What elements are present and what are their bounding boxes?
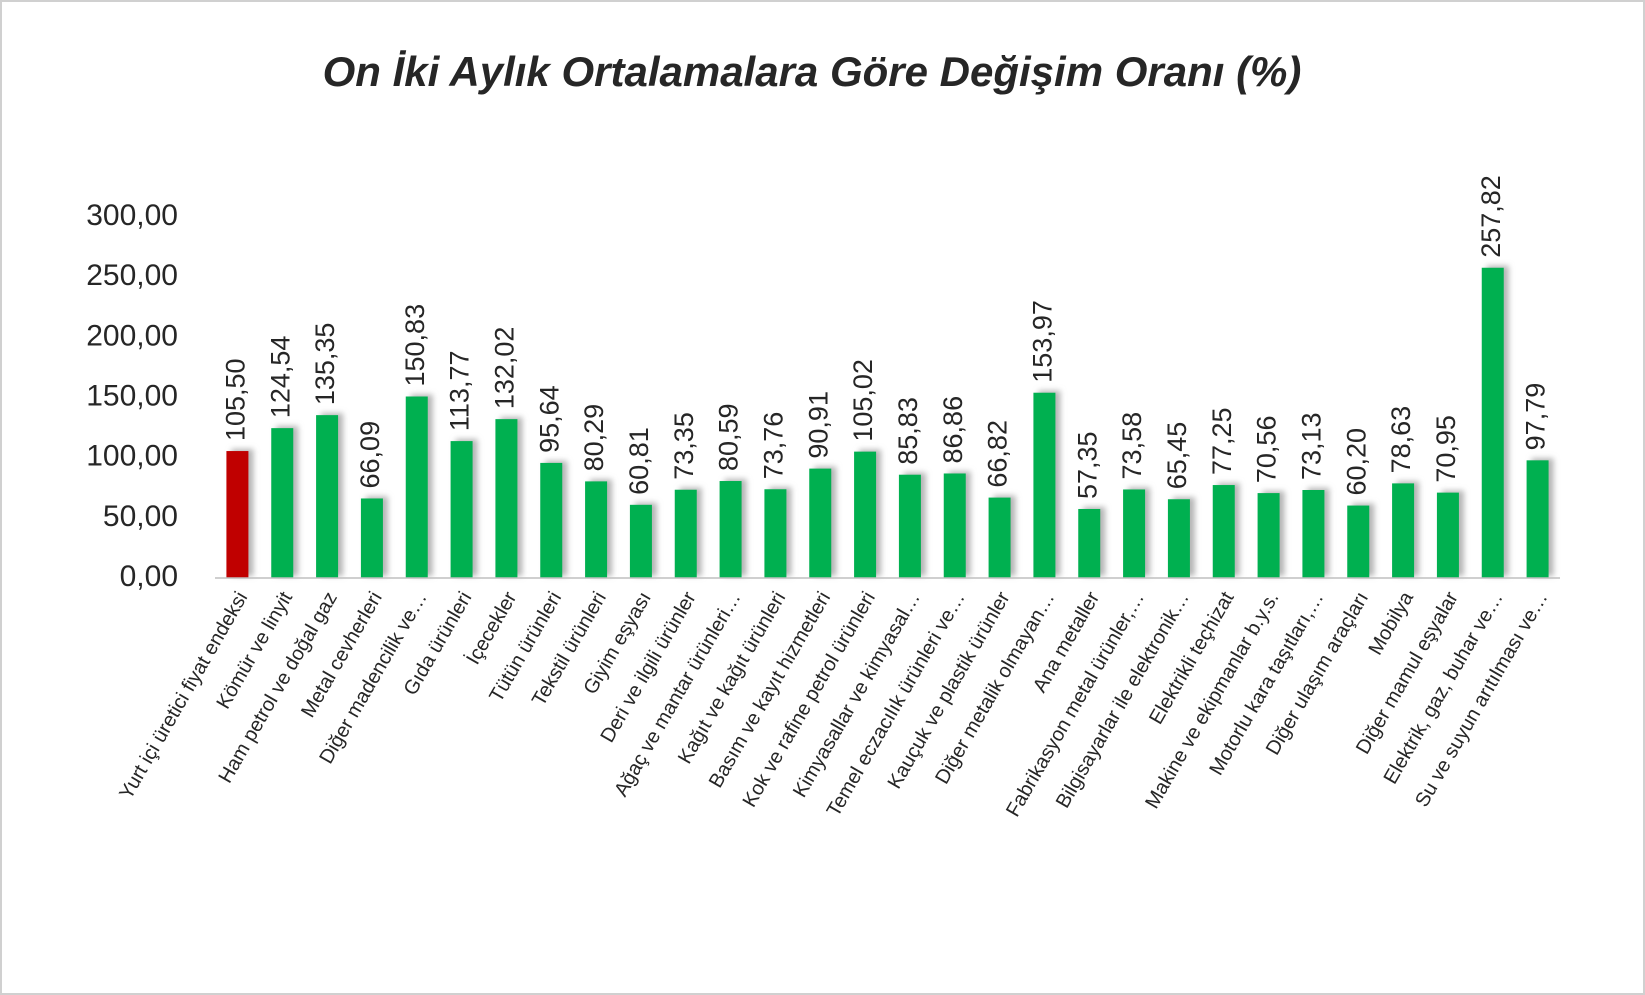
bar (988, 497, 1011, 578)
value-label: 135,35 (310, 323, 340, 406)
bar (1033, 392, 1056, 578)
value-label: 70,95 (1431, 415, 1461, 483)
value-label: 124,54 (265, 336, 295, 419)
y-tick-label: 200,00 (86, 319, 178, 352)
bar (764, 489, 787, 578)
value-label: 97,79 (1521, 383, 1551, 451)
value-label: 73,13 (1297, 412, 1327, 480)
value-label: 86,86 (938, 396, 968, 464)
value-label: 105,50 (221, 358, 251, 441)
bar (495, 419, 518, 578)
value-label: 73,76 (759, 412, 789, 480)
value-label: 132,02 (490, 327, 520, 410)
value-label: 60,20 (1341, 428, 1371, 496)
bar (1123, 489, 1146, 578)
bar (1167, 499, 1190, 578)
bar (1392, 483, 1415, 578)
chart-title: On İki Aylık Ortalamalara Göre Değişim O… (323, 48, 1302, 95)
y-tick-label: 0,00 (120, 560, 178, 593)
value-label: 78,63 (1386, 406, 1416, 474)
value-label: 153,97 (1028, 300, 1058, 383)
value-label: 66,09 (355, 421, 385, 489)
bar (719, 481, 742, 578)
bar (1212, 485, 1235, 578)
bar (360, 498, 383, 578)
value-label: 90,91 (803, 391, 833, 459)
value-label: 80,29 (579, 404, 609, 472)
value-label: 65,45 (1162, 422, 1192, 490)
bar (271, 428, 294, 578)
bar (1257, 493, 1280, 578)
y-tick-label: 300,00 (86, 199, 178, 232)
bar (1436, 492, 1459, 578)
value-label: 80,59 (714, 403, 744, 471)
bar (1302, 490, 1325, 578)
y-tick-label: 50,00 (103, 500, 178, 533)
bar (898, 474, 921, 578)
bar (226, 451, 249, 578)
value-label: 77,25 (1207, 407, 1237, 475)
bar (943, 473, 966, 578)
bar (450, 441, 473, 578)
bar (540, 462, 563, 578)
value-label: 113,77 (445, 351, 475, 432)
value-label: 257,82 (1476, 175, 1506, 258)
value-label: 70,56 (1252, 416, 1282, 484)
bar (1481, 267, 1504, 578)
value-label: 73,58 (1117, 412, 1147, 480)
y-tick-label: 250,00 (86, 259, 178, 292)
value-label: 73,35 (669, 412, 699, 480)
bar (629, 504, 652, 578)
bar (585, 481, 608, 578)
value-label: 57,35 (1072, 431, 1102, 499)
y-tick-label: 150,00 (86, 379, 178, 412)
bar (809, 468, 832, 578)
bar (674, 489, 697, 578)
bar (316, 415, 339, 578)
bar (1347, 505, 1370, 578)
bar (1078, 508, 1101, 578)
value-label: 95,64 (534, 385, 564, 453)
bar (1526, 460, 1549, 578)
value-label: 66,82 (983, 420, 1013, 488)
bar (405, 396, 428, 578)
bar (854, 451, 877, 578)
value-label: 60,81 (624, 427, 654, 495)
value-label: 85,83 (893, 397, 923, 465)
y-tick-label: 100,00 (86, 440, 178, 473)
value-label: 150,83 (400, 304, 430, 387)
value-label: 105,02 (848, 359, 878, 442)
